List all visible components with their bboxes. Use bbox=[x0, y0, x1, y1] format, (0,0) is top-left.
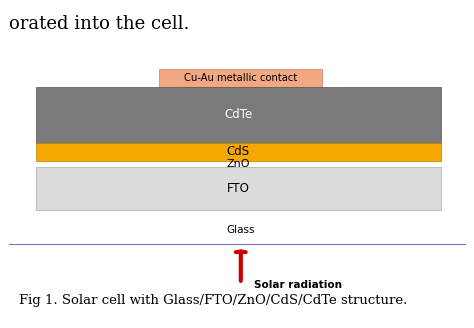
Text: Solar radiation: Solar radiation bbox=[254, 280, 342, 290]
Bar bbox=[159, 69, 322, 87]
Text: FTO: FTO bbox=[227, 182, 250, 195]
Text: Cu-Au metallic contact: Cu-Au metallic contact bbox=[184, 73, 297, 83]
Bar bbox=[36, 143, 441, 161]
Bar bbox=[36, 167, 441, 210]
Text: Glass: Glass bbox=[227, 225, 255, 235]
Text: Fig 1. Solar cell with Glass/FTO/ZnO/CdS/CdTe structure.: Fig 1. Solar cell with Glass/FTO/ZnO/CdS… bbox=[19, 294, 407, 307]
Text: ZnO: ZnO bbox=[227, 159, 250, 169]
Text: CdS: CdS bbox=[227, 145, 250, 158]
Bar bbox=[36, 87, 441, 143]
Text: orated into the cell.: orated into the cell. bbox=[9, 15, 190, 33]
Text: CdTe: CdTe bbox=[224, 108, 252, 121]
